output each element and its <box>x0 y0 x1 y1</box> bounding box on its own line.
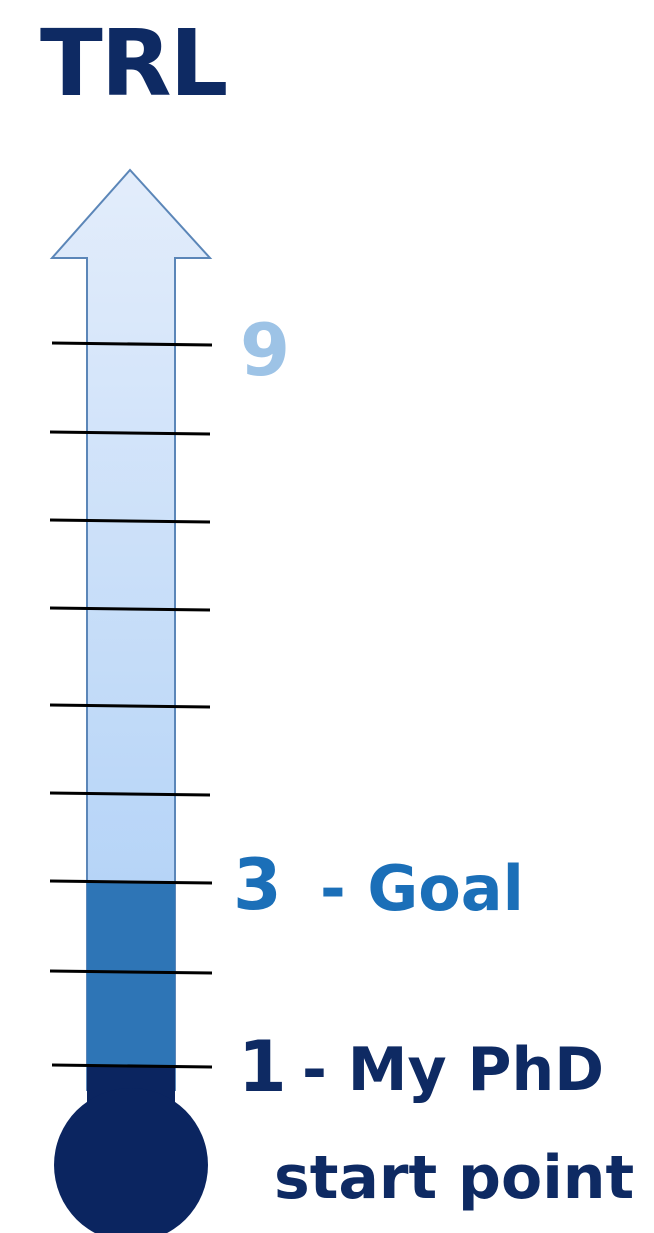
goal-progress-fill <box>87 882 175 1067</box>
start-level-number: 1 <box>238 1026 287 1108</box>
tick-level-6 <box>49 606 211 612</box>
start-label-line1: - My PhD <box>302 1035 604 1105</box>
goal-level-number: 3 <box>233 844 282 926</box>
tick-level-9 <box>51 341 213 347</box>
diagram-title: TRL <box>40 10 228 117</box>
tick-level-3 <box>49 879 213 885</box>
tick-level-5 <box>49 703 211 709</box>
tick-level-4 <box>49 791 211 797</box>
tick-level-2 <box>49 969 213 975</box>
tick-level-8 <box>49 430 211 436</box>
tick-level-1 <box>51 1063 213 1069</box>
tick-level-7 <box>49 518 211 524</box>
start-label-line2: start point <box>274 1143 635 1213</box>
level-9-label: 9 <box>240 308 291 392</box>
thermometer-bulb <box>54 1088 208 1233</box>
tick-marks <box>49 341 213 1069</box>
goal-label: - Goal <box>320 852 524 925</box>
